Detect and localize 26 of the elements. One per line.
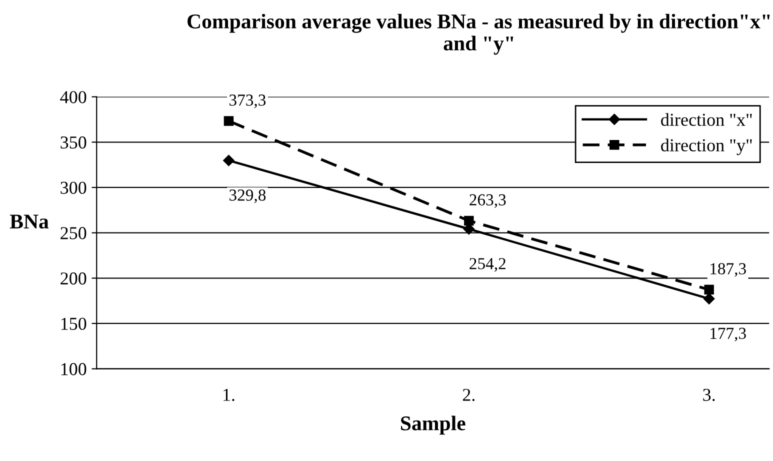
point — [703, 293, 715, 304]
y-tick-label: 300 — [60, 182, 86, 194]
y-tick-label: 200 — [60, 272, 86, 285]
x-tick-label: 2. — [462, 388, 474, 402]
point — [224, 116, 234, 126]
x-axis-title: Sample — [401, 416, 466, 435]
point — [223, 154, 234, 166]
y-tick-label: 100 — [61, 363, 86, 376]
x-tick-label: 1. — [224, 388, 234, 402]
data-label: 329,8 — [230, 189, 266, 204]
legend-label: direction "x" — [661, 113, 752, 126]
chart-title: Comparison average values BNa - as measured by in direction"x" and "y" — [188, 14, 770, 55]
y-tick-label: 250 — [60, 227, 86, 240]
data-label: 187,3 — [710, 263, 746, 277]
data-label: 177,3 — [710, 328, 746, 342]
legend-label: direction "y" — [661, 138, 752, 156]
x-tick-label: 3. — [703, 388, 715, 402]
point — [704, 284, 714, 295]
point — [464, 216, 474, 226]
y-tick-label: 400 — [60, 91, 86, 104]
y-axis-title: BNa — [10, 214, 49, 229]
y-tick-label: 150 — [61, 318, 86, 330]
data-label: 263,3 — [470, 194, 506, 208]
data-label: 373,3 — [230, 94, 266, 108]
data-label: 254,2 — [470, 258, 506, 272]
y-tick-label: 350 — [60, 136, 86, 149]
